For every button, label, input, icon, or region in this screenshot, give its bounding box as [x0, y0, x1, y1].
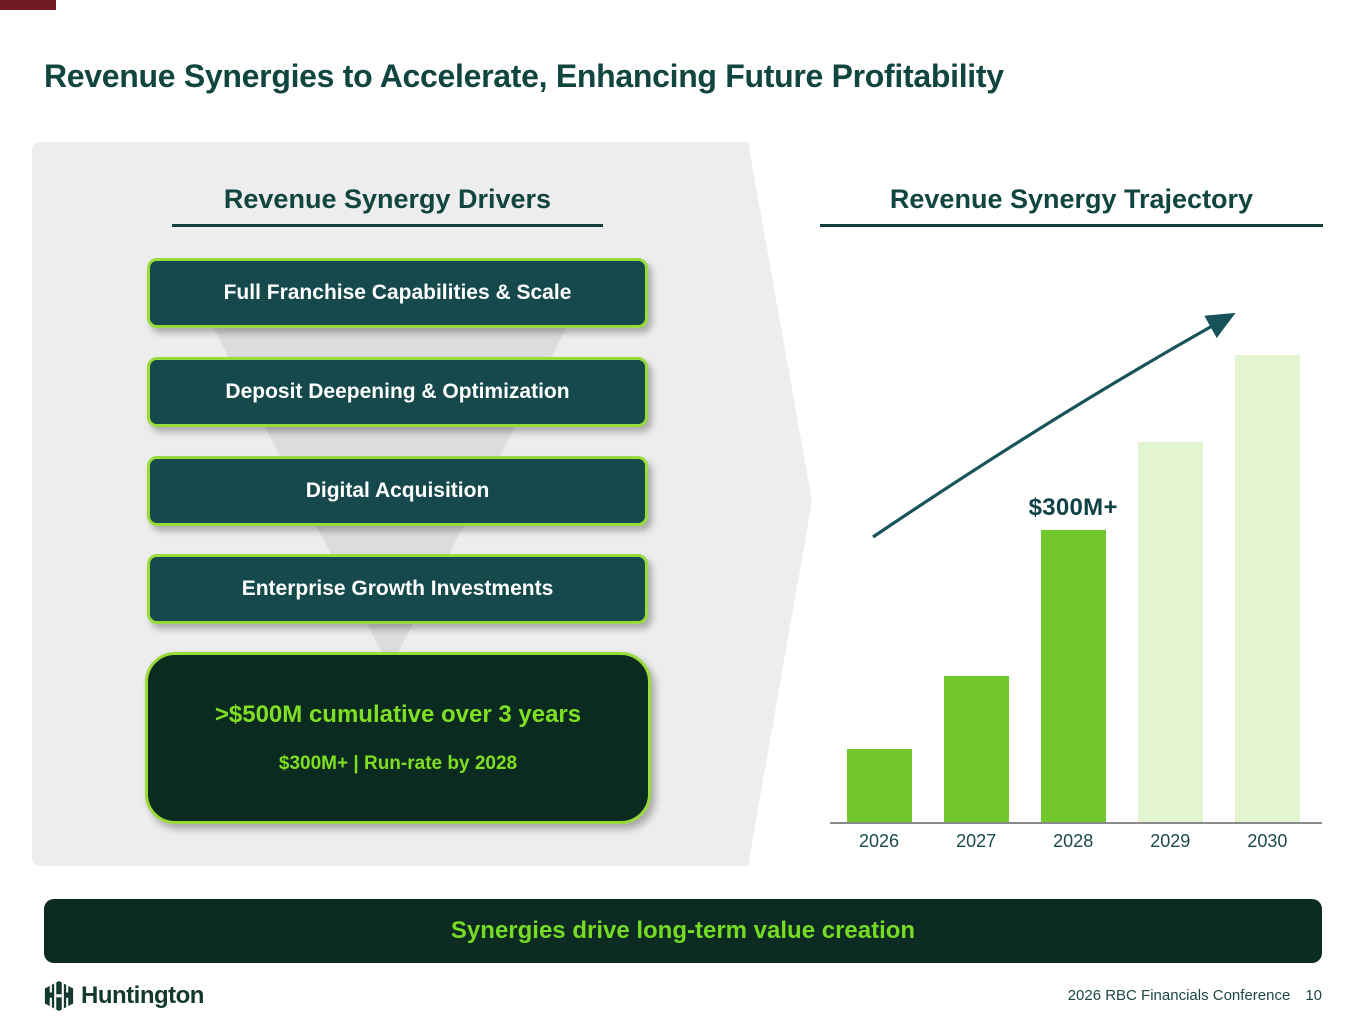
bar-2028: [1040, 530, 1106, 822]
footer-meta: 2026 RBC Financials Conference 10: [1068, 987, 1322, 1004]
summary-runrate-value: $300M+ | Run-rate by 2028: [278, 753, 518, 774]
driver-box-digital-acquisition: Digital Acquisition: [147, 456, 648, 526]
slide-title: Revenue Synergies to Accelerate, Enhanci…: [44, 58, 1004, 94]
axis-tick-2029: 2029: [1150, 831, 1191, 851]
bar-2029: [1137, 442, 1203, 822]
trajectory-heading: Revenue Synergy Trajectory: [820, 184, 1323, 227]
x-axis: [830, 822, 1322, 824]
banner-text: Synergies drive long-term value creation: [450, 917, 916, 944]
huntington-wordmark: Huntington: [81, 982, 204, 1009]
axis-tick-2027: 2027: [956, 831, 997, 851]
conference-label: 2026 RBC Financials Conference: [1067, 987, 1291, 1004]
axis-tick-2030: 2030: [1247, 831, 1288, 851]
drivers-heading: Revenue Synergy Drivers: [172, 184, 603, 227]
axis-tick-2028: 2028: [1053, 831, 1094, 851]
summary-cumulative-value: >$500M cumulative over 3 years: [214, 701, 582, 728]
driver-box-enterprise-growth: Enterprise Growth Investments: [147, 554, 648, 624]
page-number: 10: [1305, 987, 1322, 1004]
bottom-banner: Synergies drive long-term value creation: [44, 899, 1322, 963]
huntington-hexagon-icon: [44, 981, 74, 1011]
driver-box-full-franchise: Full Franchise Capabilities & Scale: [147, 258, 648, 328]
top-left-accent-bar: [0, 0, 56, 10]
data-label-2028: $300M+: [1028, 494, 1118, 521]
axis-tick-2026: 2026: [858, 831, 900, 851]
bar-2026: [846, 749, 912, 822]
driver-box-deposit-deepening: Deposit Deepening & Optimization: [147, 357, 648, 427]
synergy-summary-box: >$500M cumulative over 3 years $300M+ | …: [145, 652, 651, 824]
huntington-logo: Huntington: [44, 980, 204, 1012]
bar-2030: [1234, 355, 1300, 822]
bar-2027: [943, 676, 1009, 822]
